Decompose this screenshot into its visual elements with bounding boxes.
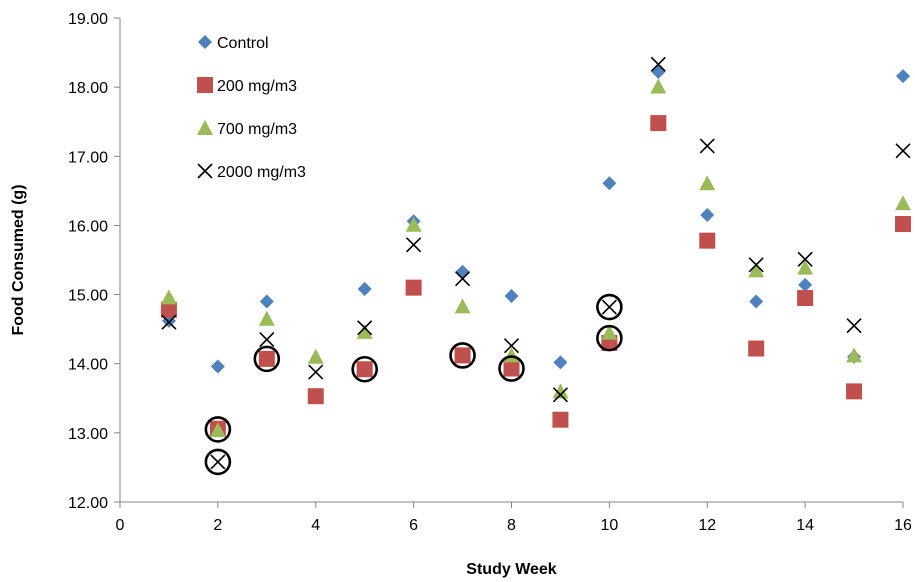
point-2000-mg-m3 xyxy=(161,314,177,330)
highlight-circle xyxy=(204,448,232,476)
highlight-circle xyxy=(351,355,378,383)
highlight-circle xyxy=(498,355,525,382)
point-200-mg-m3 xyxy=(258,350,275,367)
point-control xyxy=(455,264,470,279)
highlight-circle xyxy=(596,293,623,321)
legend-label-2000-mg-m3: 2000 mg/m3 xyxy=(217,164,306,181)
point-200-mg-m3 xyxy=(895,216,911,233)
highlight-circle xyxy=(596,324,623,352)
point-control xyxy=(798,277,813,292)
x-tick-label: 4 xyxy=(311,517,320,534)
y-tick-label: 16.00 xyxy=(68,218,108,235)
legend-label-200-mg-m3: 200 mg/m3 xyxy=(217,78,297,95)
point-200-mg-m3 xyxy=(748,340,765,357)
point-control xyxy=(504,288,519,303)
tick-labels: 12.00 13.00 14.00 15.00 16.00 17.00 18.00 19.00… xyxy=(68,11,912,534)
point-control xyxy=(700,208,715,223)
y-tick-label: 19.00 xyxy=(68,11,108,28)
x-tick-label: 2 xyxy=(213,517,222,534)
point-control xyxy=(602,176,617,191)
point-200-mg-m3 xyxy=(797,290,814,307)
point-700-mg-m3 xyxy=(503,347,520,363)
point-200-mg-m3 xyxy=(846,383,863,400)
point-2000-mg-m3 xyxy=(650,56,666,72)
legend-marker-700-mg-m3 xyxy=(197,120,213,135)
circled-points xyxy=(204,293,623,476)
point-control xyxy=(210,359,225,374)
legend-label-control: Control xyxy=(217,35,269,52)
highlight-circle xyxy=(253,345,281,373)
y-axis-title: Food Consumed (g) xyxy=(10,184,27,335)
point-control xyxy=(749,294,764,309)
point-control xyxy=(553,355,568,370)
point-2000-mg-m3 xyxy=(895,143,911,159)
legend: Control 200 mg/m3 700 mg/m3 2000 mg/m3 xyxy=(197,35,306,181)
point-200-mg-m3 xyxy=(405,279,422,296)
point-200-mg-m3 xyxy=(454,347,471,364)
point-2000-mg-m3 xyxy=(748,257,764,273)
point-control xyxy=(651,64,666,79)
point-700-mg-m3 xyxy=(650,78,667,94)
point-700-mg-m3 xyxy=(307,348,324,364)
y-tick-label: 14.00 xyxy=(68,357,108,374)
axes xyxy=(114,17,904,508)
point-2000-mg-m3 xyxy=(601,299,617,315)
point-2000-mg-m3 xyxy=(699,138,715,154)
point-700-mg-m3 xyxy=(454,298,471,314)
highlight-circle xyxy=(204,416,232,443)
point-700-mg-m3 xyxy=(699,175,716,191)
point-700-mg-m3 xyxy=(797,259,814,275)
point-700-mg-m3 xyxy=(258,310,275,326)
point-200-mg-m3 xyxy=(503,360,520,377)
point-control xyxy=(896,69,910,84)
point-2000-mg-m3 xyxy=(846,318,862,334)
point-2000-mg-m3 xyxy=(552,387,569,403)
y-tick-label: 17.00 xyxy=(68,149,108,166)
point-700-mg-m3 xyxy=(160,289,177,305)
point-200-mg-m3 xyxy=(356,361,373,378)
x-tick-label: 16 xyxy=(894,517,912,534)
point-700-mg-m3 xyxy=(846,347,863,363)
point-700-mg-m3 xyxy=(405,216,422,232)
point-2000-mg-m3 xyxy=(210,454,226,470)
point-2000-mg-m3 xyxy=(406,237,422,253)
data-points xyxy=(160,56,911,470)
point-200-mg-m3 xyxy=(307,388,324,405)
x-tick-label: 14 xyxy=(796,517,814,534)
legend-marker-200-mg-m3 xyxy=(197,77,213,93)
legend-marker-2000-mg-m3 xyxy=(197,163,213,179)
x-tick-label: 10 xyxy=(600,517,618,534)
point-2000-mg-m3 xyxy=(503,338,520,354)
y-tick-label: 13.00 xyxy=(68,426,108,443)
x-tick-label: 8 xyxy=(507,517,516,534)
point-2000-mg-m3 xyxy=(259,331,275,348)
point-700-mg-m3 xyxy=(895,195,911,211)
x-tick-label: 0 xyxy=(116,517,125,534)
point-200-mg-m3 xyxy=(552,411,569,428)
y-tick-label: 18.00 xyxy=(68,80,108,97)
x-tick-label: 6 xyxy=(409,517,418,534)
point-control xyxy=(357,282,372,297)
point-700-mg-m3 xyxy=(552,383,569,399)
legend-marker-control xyxy=(198,35,212,49)
point-2000-mg-m3 xyxy=(308,364,324,380)
point-control xyxy=(259,294,274,309)
point-2000-mg-m3 xyxy=(357,320,373,336)
point-700-mg-m3 xyxy=(601,324,618,340)
point-2000-mg-m3 xyxy=(454,271,471,287)
point-200-mg-m3 xyxy=(160,301,177,318)
y-tick-label: 15.00 xyxy=(68,288,108,305)
x-tick-label: 12 xyxy=(698,517,716,534)
y-tick-label: 12.00 xyxy=(68,495,108,512)
point-700-mg-m3 xyxy=(356,323,373,339)
x-axis-title: Study Week xyxy=(466,561,557,578)
point-200-mg-m3 xyxy=(650,115,667,132)
highlight-circle xyxy=(449,342,476,369)
point-700-mg-m3 xyxy=(748,262,765,278)
point-700-mg-m3 xyxy=(209,422,226,438)
point-200-mg-m3 xyxy=(699,232,716,249)
legend-label-700-mg-m3: 700 mg/m3 xyxy=(217,121,297,138)
point-2000-mg-m3 xyxy=(797,251,813,267)
